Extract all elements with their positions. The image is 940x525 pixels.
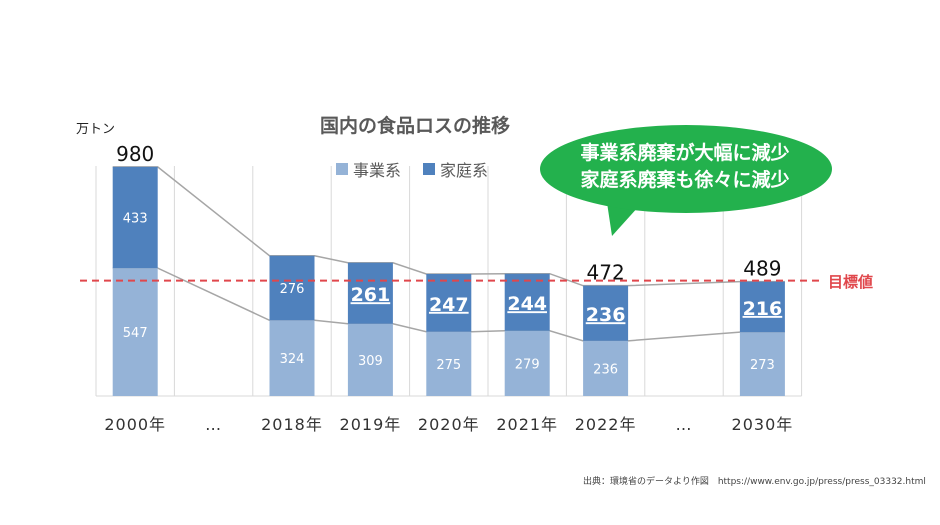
bar-business-6	[583, 340, 629, 396]
label-household-8: 216	[743, 298, 783, 320]
bar-household-8	[739, 281, 785, 333]
legend-label-household: 家庭系	[440, 161, 489, 180]
category-label-1: …	[205, 415, 222, 434]
bar-business-5	[504, 330, 550, 396]
label-business-6: 236	[593, 362, 618, 377]
legend: 事業系 家庭系	[336, 157, 510, 181]
bar-household-4	[426, 273, 472, 332]
legend-swatch-household	[423, 163, 436, 175]
legend-item-business: 事業系	[336, 157, 401, 181]
bar-household-0	[112, 166, 158, 269]
chart-title: 国内の食品ロスの推移	[319, 115, 510, 137]
label-business-0: 547	[123, 326, 148, 341]
label-household-0: 433	[123, 211, 148, 226]
unit-label: 万トン	[76, 122, 116, 137]
bar-business-3	[347, 323, 393, 396]
label-household-5: 244	[507, 293, 547, 315]
label-business-8: 273	[750, 358, 775, 373]
category-label-3: 2019年	[340, 415, 402, 434]
bar-household-2	[269, 255, 315, 321]
bar-business-8	[739, 332, 785, 396]
callout-bubble	[540, 125, 832, 213]
bar-business-0	[112, 268, 158, 396]
category-label-6: 2022年	[575, 415, 637, 434]
total-label-1: 472	[587, 261, 625, 285]
legend-item-household: 家庭系	[423, 157, 488, 181]
category-label-8: 2030年	[732, 415, 794, 434]
category-label-5: 2021年	[496, 415, 558, 434]
source-note: 出典：環境省のデータより作図 https://www.env.go.jp/pre…	[583, 477, 926, 487]
label-household-6: 236	[586, 304, 626, 326]
bar-household-5	[504, 273, 550, 331]
label-business-2: 324	[280, 352, 305, 367]
callout-text: 事業系廃棄が大幅に減少 家庭系廃棄も徐々に減少	[540, 140, 830, 194]
bar-business-2	[269, 320, 315, 396]
target-label: 目標値	[828, 273, 874, 291]
legend-label-business: 事業系	[353, 161, 402, 180]
bar-household-6	[583, 285, 629, 341]
category-label-4: 2020年	[418, 415, 480, 434]
label-household-4: 247	[429, 294, 469, 316]
callout-line-1: 事業系廃棄が大幅に減少	[580, 142, 790, 164]
category-label-2: 2018年	[261, 415, 323, 434]
category-label-7: …	[676, 415, 693, 434]
label-business-4: 275	[436, 358, 461, 373]
label-business-3: 309	[358, 354, 383, 369]
label-business-5: 279	[515, 357, 540, 372]
callout-line-2: 家庭系廃棄も徐々に減少	[580, 169, 790, 191]
category-label-0: 2000年	[104, 415, 166, 434]
label-household-3: 261	[351, 284, 391, 306]
bar-household-3	[347, 262, 393, 324]
label-household-2: 276	[280, 282, 305, 297]
total-label-2: 489	[743, 257, 781, 281]
bar-business-4	[426, 331, 472, 396]
legend-swatch-business	[336, 163, 348, 175]
total-label-0: 980	[116, 142, 154, 166]
